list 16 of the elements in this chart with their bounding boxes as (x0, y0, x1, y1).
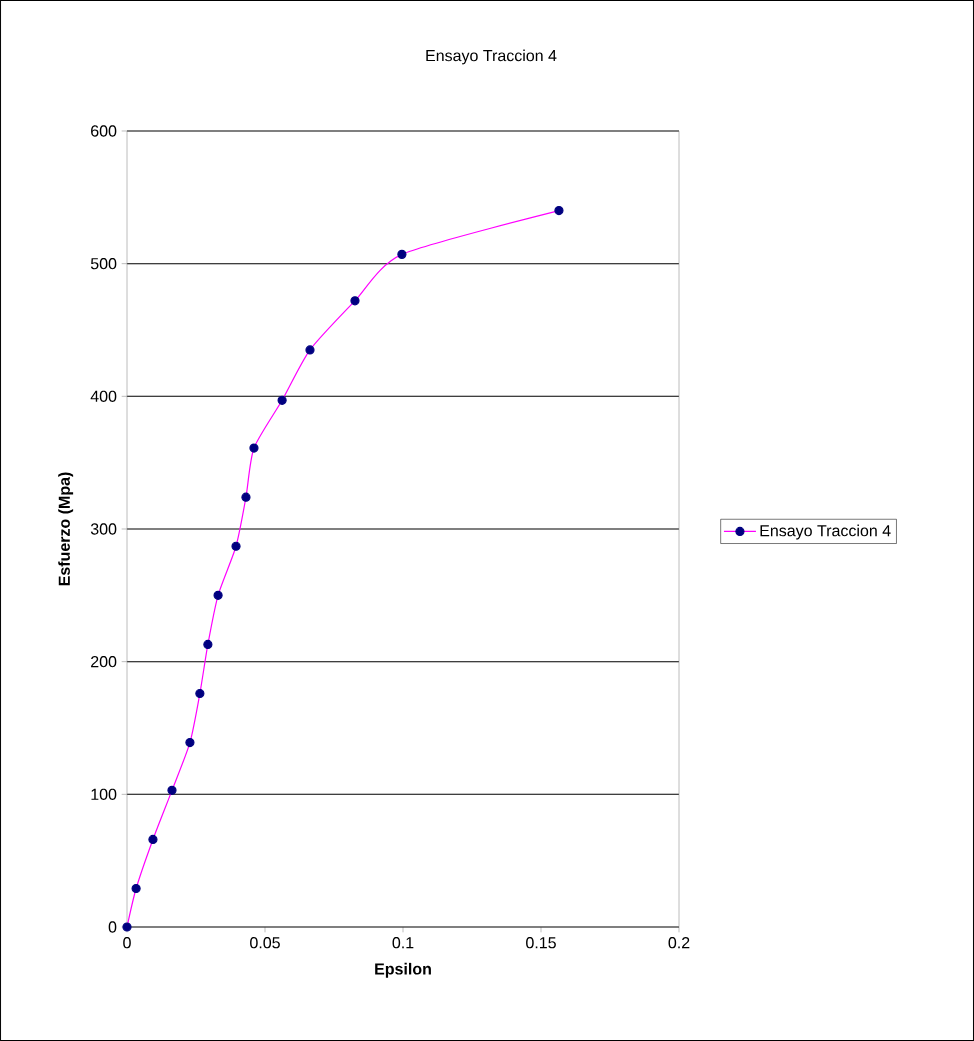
legend-label: Ensayo Traccion 4 (760, 524, 891, 540)
x-tick-label: 0.05 (250, 937, 280, 949)
y-tick-label: 300 (90, 523, 117, 535)
y-tick-label: 500 (90, 258, 117, 270)
y-tick-label: 0 (108, 921, 117, 933)
y-tick-label: 600 (91, 125, 117, 137)
y-tick-label: 400 (90, 390, 117, 402)
y-axis-title: Esfuerzo (Mpa) (58, 472, 74, 586)
x-axis-title: Epsilon (375, 962, 431, 978)
x-tick-label: 0.15 (526, 937, 556, 949)
x-tick-label: 0.1 (392, 937, 414, 949)
y-tick-label: 100 (91, 788, 117, 800)
y-tick-label: 200 (91, 656, 117, 668)
x-tick-label: 0.2 (668, 937, 690, 949)
x-tick-label: 0 (123, 937, 131, 949)
chart-title: Ensayo Traccion 4 (426, 49, 557, 65)
